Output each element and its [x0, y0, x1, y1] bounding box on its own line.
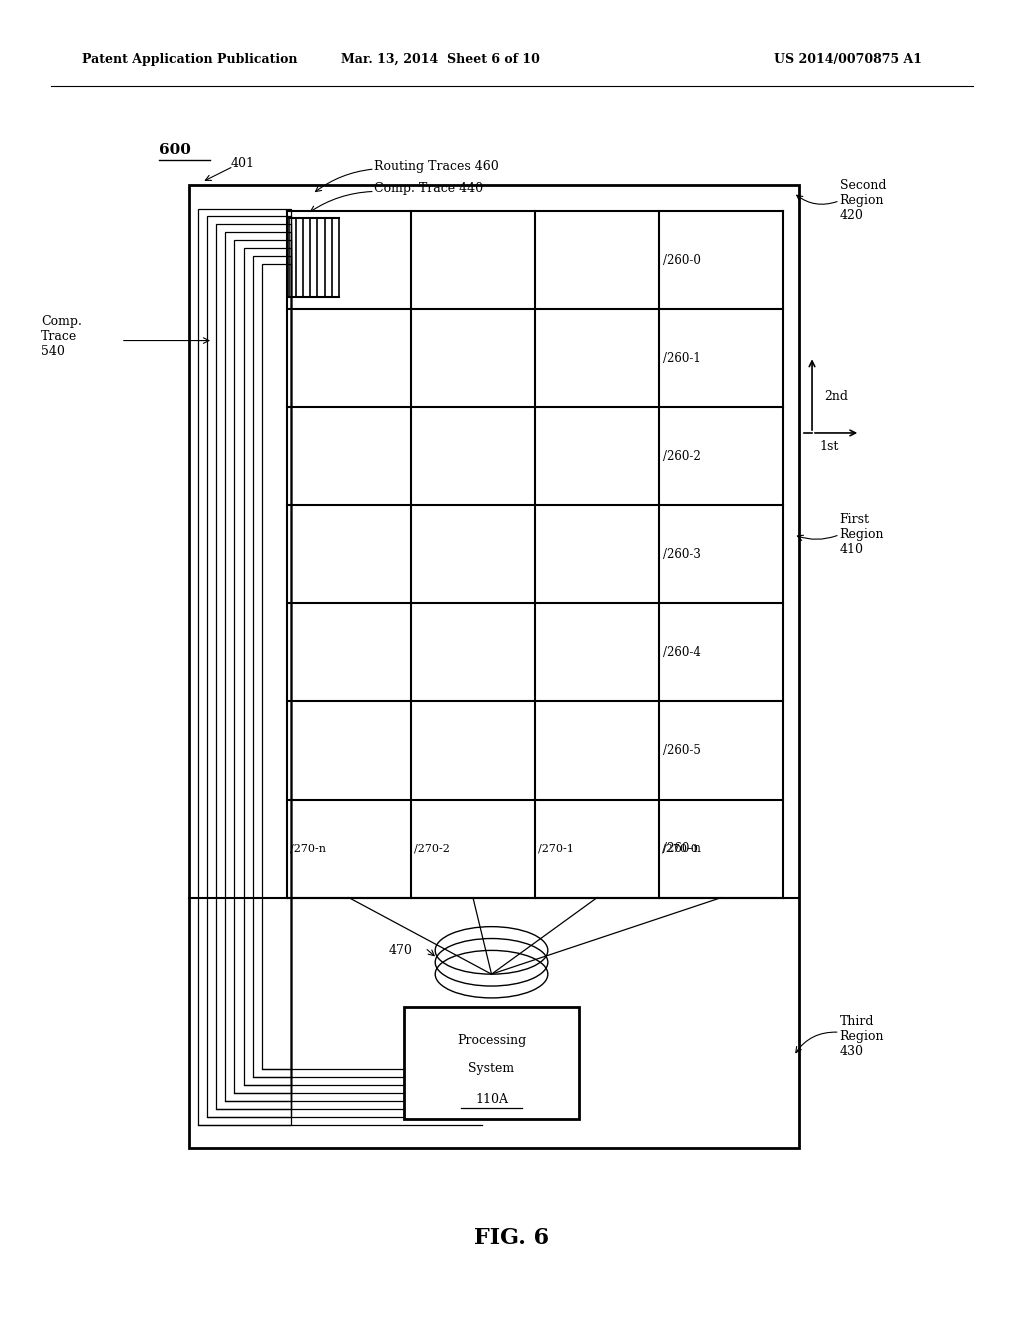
Text: /270-2: /270-2: [414, 843, 450, 854]
Bar: [262, 264, 291, 1069]
Bar: [198, 209, 291, 1125]
Text: Comp. Trace 440: Comp. Trace 440: [374, 182, 483, 195]
Text: Mar. 13, 2014  Sheet 6 of 10: Mar. 13, 2014 Sheet 6 of 10: [341, 53, 540, 66]
Text: /260-3: /260-3: [664, 548, 701, 561]
Bar: [234, 240, 291, 1093]
Text: 1st: 1st: [819, 440, 839, 453]
Text: 470: 470: [389, 944, 413, 957]
Bar: [253, 256, 291, 1077]
Text: First
Region
410: First Region 410: [840, 513, 884, 556]
Text: /270-0: /270-0: [663, 843, 698, 854]
Bar: [404, 1007, 579, 1119]
Text: 600: 600: [159, 144, 190, 157]
Text: Processing: Processing: [457, 1035, 526, 1047]
Bar: [189, 185, 799, 1148]
Text: 110A: 110A: [475, 1093, 508, 1106]
Text: FIG. 6: FIG. 6: [474, 1228, 550, 1249]
Text: Third
Region
430: Third Region 430: [840, 1015, 884, 1057]
Text: US 2014/0070875 A1: US 2014/0070875 A1: [773, 53, 922, 66]
Bar: [244, 248, 291, 1085]
Bar: [216, 224, 291, 1109]
Text: /260-5: /260-5: [664, 744, 701, 756]
Text: /260-1: /260-1: [664, 352, 701, 364]
Bar: [225, 232, 291, 1101]
Text: /270-1: /270-1: [539, 843, 574, 854]
Text: Patent Application Publication: Patent Application Publication: [82, 53, 297, 66]
Text: /260-0: /260-0: [664, 253, 701, 267]
Text: 2nd: 2nd: [824, 389, 848, 403]
Text: /260-4: /260-4: [664, 645, 701, 659]
Text: Second
Region
420: Second Region 420: [840, 180, 886, 222]
Bar: [207, 216, 291, 1117]
Text: Comp.
Trace
540: Comp. Trace 540: [41, 315, 82, 358]
Text: System: System: [468, 1063, 515, 1076]
Text: /260-n: /260-n: [664, 842, 701, 855]
Text: /260-2: /260-2: [664, 450, 701, 463]
Text: 401: 401: [230, 157, 254, 170]
Text: Routing Traces 460: Routing Traces 460: [374, 160, 499, 173]
Text: /270-n: /270-n: [290, 843, 326, 854]
